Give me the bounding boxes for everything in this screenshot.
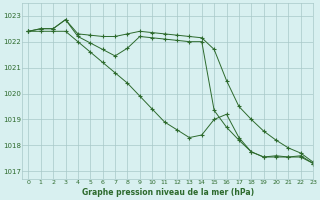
X-axis label: Graphe pression niveau de la mer (hPa): Graphe pression niveau de la mer (hPa): [82, 188, 254, 197]
